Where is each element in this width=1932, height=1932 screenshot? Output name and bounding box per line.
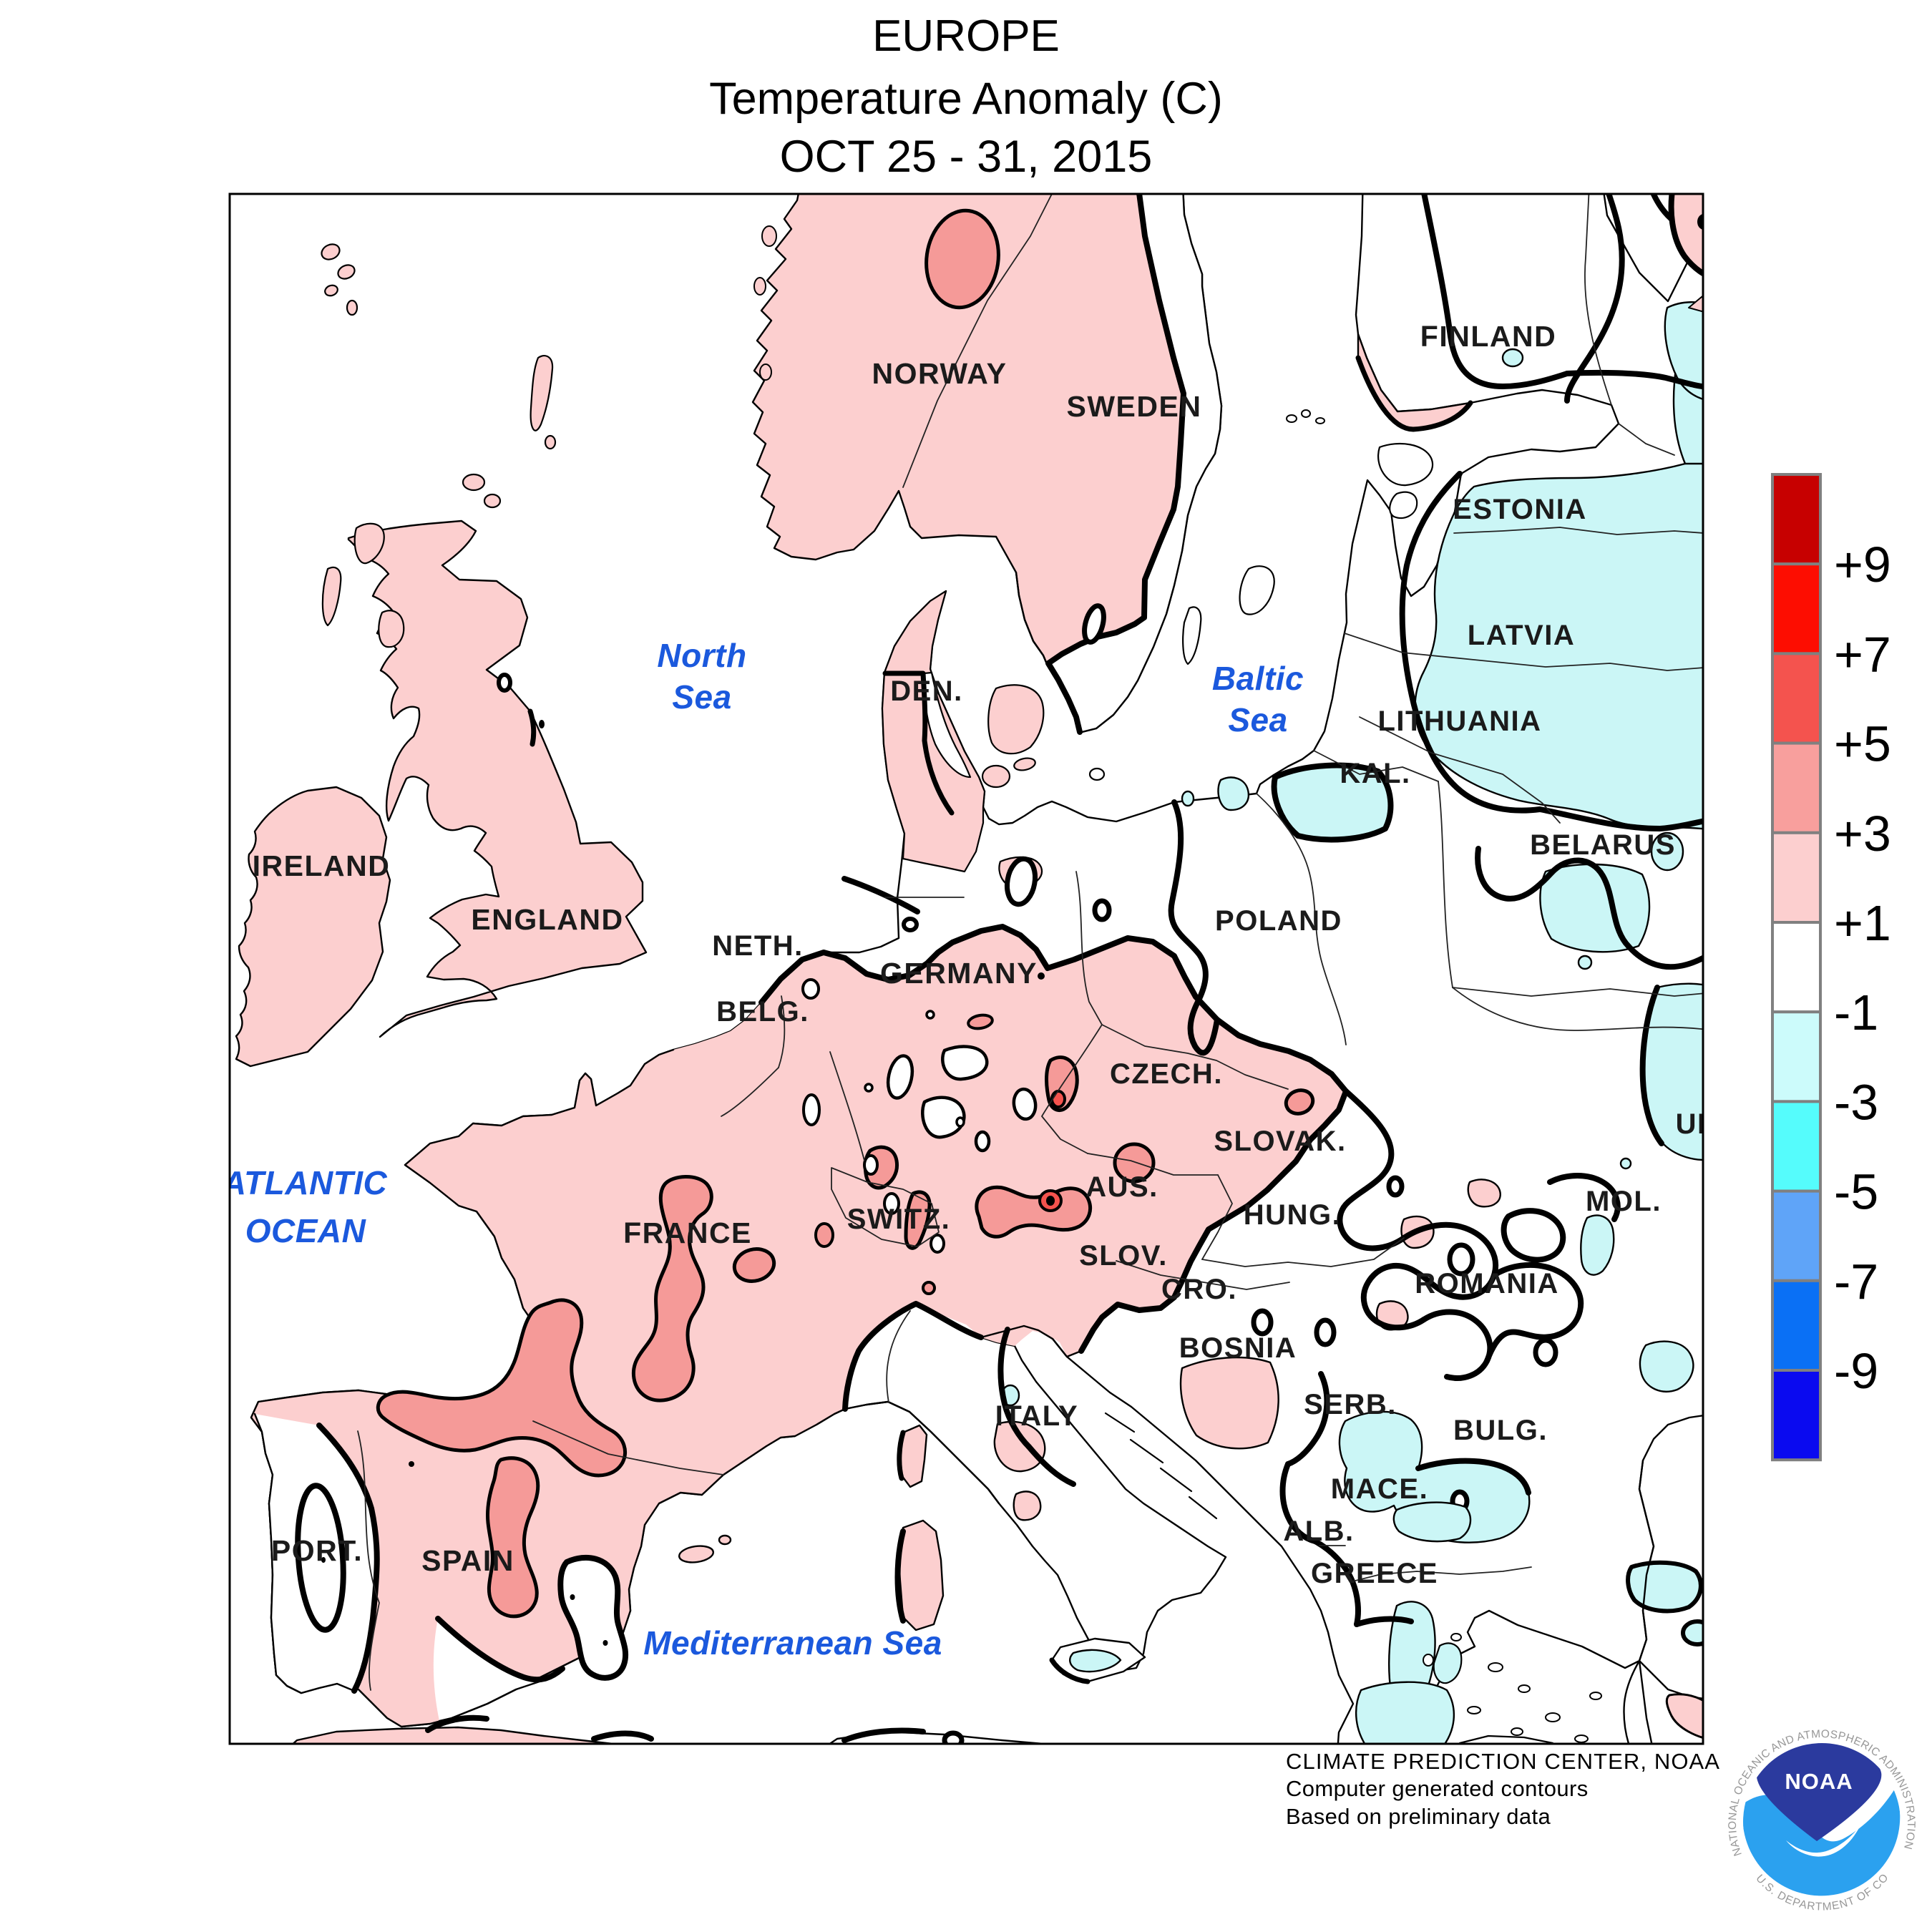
svg-text:FRANCE: FRANCE xyxy=(623,1216,752,1249)
svg-text:Temperature Anomaly (C): Temperature Anomaly (C) xyxy=(709,74,1223,124)
svg-text:SERB.: SERB. xyxy=(1304,1389,1397,1420)
svg-text:OCT 25 - 31, 2015: OCT 25 - 31, 2015 xyxy=(780,132,1153,182)
svg-text:IRELAND: IRELAND xyxy=(253,849,391,882)
svg-text:SPAIN: SPAIN xyxy=(421,1544,514,1577)
svg-text:SLOVAK.: SLOVAK. xyxy=(1214,1126,1346,1157)
svg-text:North: North xyxy=(657,637,746,674)
svg-text:SWEDEN: SWEDEN xyxy=(1067,390,1202,423)
svg-text:+9: +9 xyxy=(1834,537,1891,592)
svg-text:MOL.: MOL. xyxy=(1586,1186,1662,1217)
svg-text:Computer generated contours: Computer generated contours xyxy=(1286,1776,1589,1801)
svg-text:BELG.: BELG. xyxy=(716,996,809,1028)
svg-text:GREECE: GREECE xyxy=(1311,1558,1438,1589)
svg-text:HUNG.: HUNG. xyxy=(1244,1199,1341,1231)
svg-text:ATLANTIC: ATLANTIC xyxy=(222,1164,388,1201)
svg-text:Mediterranean Sea: Mediterranean Sea xyxy=(643,1624,942,1662)
svg-text:SWITZ.: SWITZ. xyxy=(847,1204,951,1235)
svg-text:DEN.: DEN. xyxy=(890,675,963,707)
svg-text:BELARUS: BELARUS xyxy=(1530,829,1676,861)
svg-text:GERMANY: GERMANY xyxy=(880,957,1038,990)
svg-text:Sea: Sea xyxy=(1228,701,1287,738)
svg-text:NORWAY: NORWAY xyxy=(872,357,1008,390)
svg-text:FINLAND: FINLAND xyxy=(1420,320,1556,353)
svg-text:BOSNIA: BOSNIA xyxy=(1179,1332,1297,1364)
svg-text:ENGLAND: ENGLAND xyxy=(471,903,623,936)
svg-text:CRO.: CRO. xyxy=(1161,1274,1237,1305)
svg-text:-5: -5 xyxy=(1834,1164,1878,1220)
svg-text:+1: +1 xyxy=(1834,895,1891,951)
svg-text:ESTONIA: ESTONIA xyxy=(1453,494,1587,525)
svg-text:CZECH.: CZECH. xyxy=(1110,1058,1223,1090)
svg-text:Sea: Sea xyxy=(672,678,731,716)
svg-text:Baltic: Baltic xyxy=(1212,660,1304,697)
svg-text:+7: +7 xyxy=(1834,626,1891,682)
svg-text:+5: +5 xyxy=(1834,716,1891,772)
svg-text:UK: UK xyxy=(1676,1108,1719,1140)
svg-text:ALB.: ALB. xyxy=(1283,1516,1354,1547)
svg-text:SLOV.: SLOV. xyxy=(1079,1240,1168,1272)
svg-text:Based on preliminary data: Based on preliminary data xyxy=(1286,1804,1551,1829)
svg-text:PORT.: PORT. xyxy=(271,1534,363,1567)
svg-text:EUROPE: EUROPE xyxy=(872,11,1060,61)
svg-text:-9: -9 xyxy=(1834,1343,1878,1399)
svg-text:ROMANIA: ROMANIA xyxy=(1415,1268,1559,1299)
svg-text:KAL.: KAL. xyxy=(1340,758,1410,789)
svg-text:NETH.: NETH. xyxy=(712,930,804,962)
svg-text:-1: -1 xyxy=(1834,985,1878,1040)
svg-text:NOAA: NOAA xyxy=(1785,1769,1853,1794)
svg-text:-7: -7 xyxy=(1834,1254,1878,1309)
svg-text:CLIMATE PREDICTION CENTER, NOA: CLIMATE PREDICTION CENTER, NOAA xyxy=(1286,1749,1720,1774)
svg-text:MACE.: MACE. xyxy=(1331,1473,1428,1505)
svg-text:-3: -3 xyxy=(1834,1074,1878,1130)
svg-text:POLAND: POLAND xyxy=(1215,905,1342,937)
svg-text:LITHUANIA: LITHUANIA xyxy=(1377,706,1541,737)
svg-text:BULG.: BULG. xyxy=(1453,1415,1548,1446)
svg-text:OCEAN: OCEAN xyxy=(245,1212,366,1249)
svg-text:+3: +3 xyxy=(1834,806,1891,862)
svg-text:ITALY: ITALY xyxy=(995,1400,1078,1432)
svg-text:LATVIA: LATVIA xyxy=(1468,620,1575,651)
svg-text:AUS.: AUS. xyxy=(1085,1171,1158,1203)
